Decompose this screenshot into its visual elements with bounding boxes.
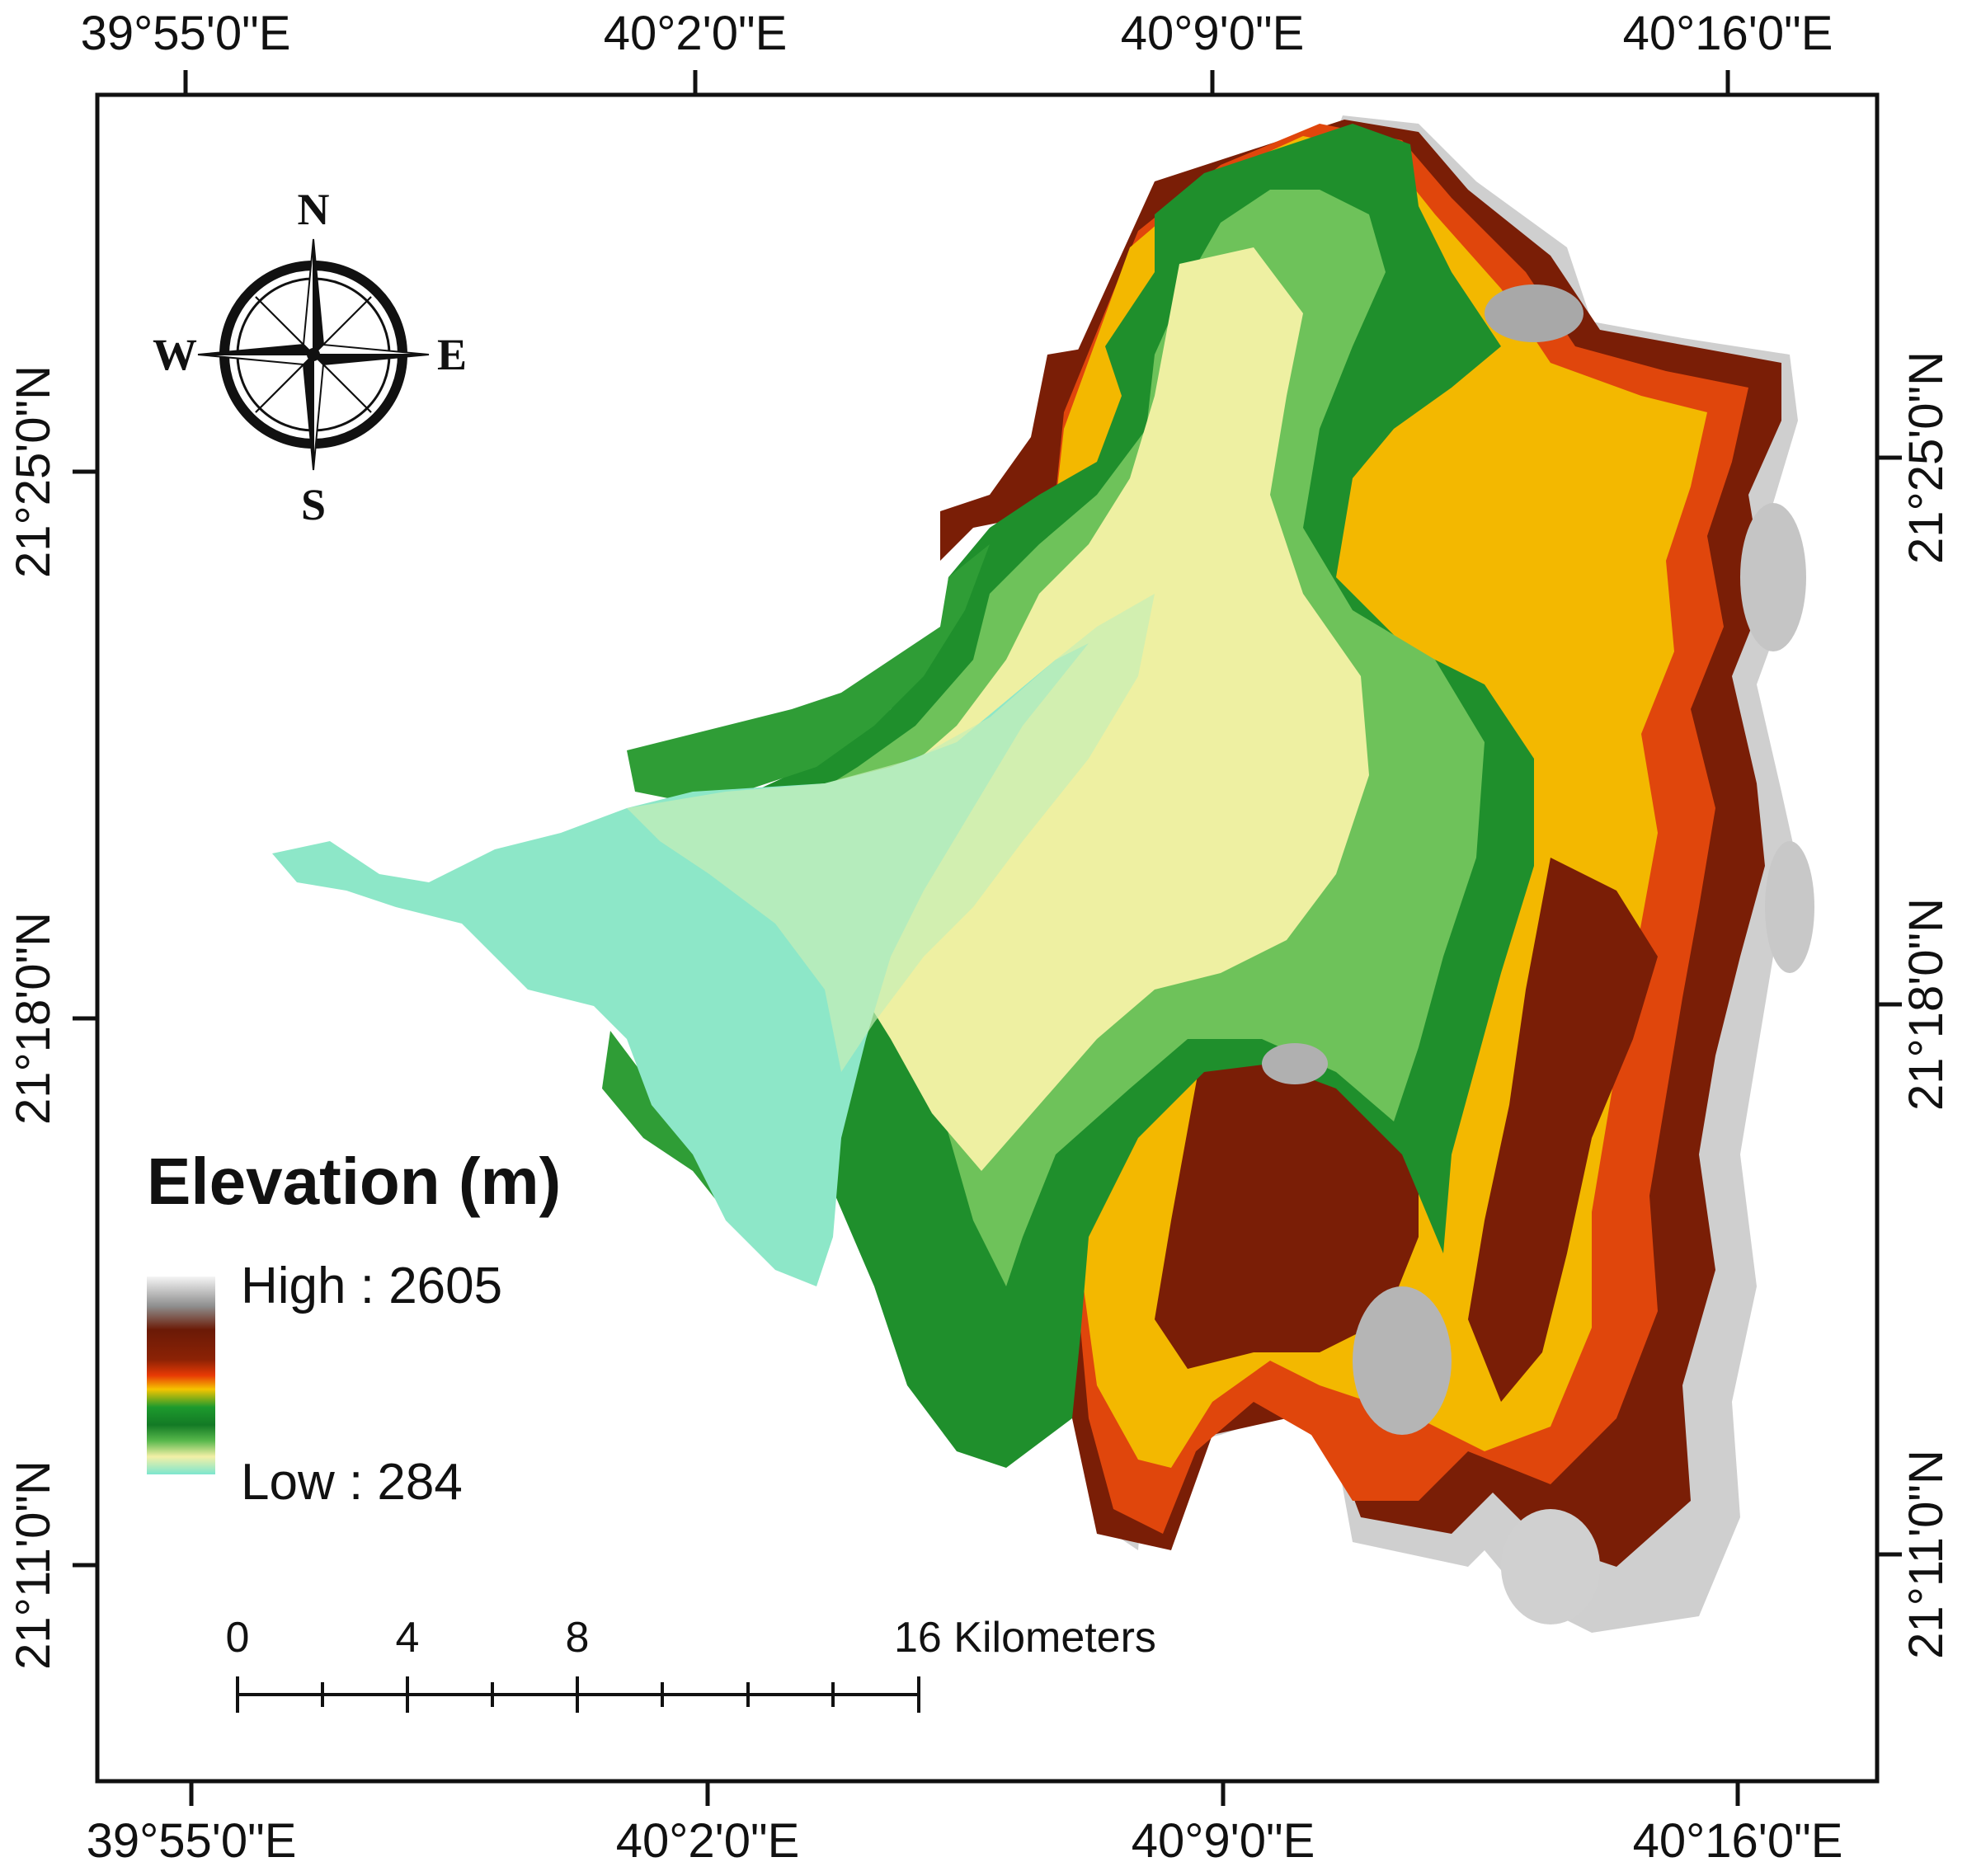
lat-label-right: 21°11'0"N xyxy=(1899,1450,1953,1659)
lon-label-top: 39°55'0"E xyxy=(81,7,291,60)
lon-label-top: 40°9'0"E xyxy=(1121,7,1305,60)
compass-n-label: N xyxy=(298,185,330,234)
legend-low-label: Low : 284 xyxy=(241,1454,463,1511)
scale-label: 8 xyxy=(566,1614,590,1662)
lat-label-right: 21°25'0"N xyxy=(1899,351,1953,564)
relief-green-west xyxy=(627,544,990,800)
lon-label-bottom: 40°9'0"E xyxy=(1132,1814,1315,1868)
legend-high-label: High : 2605 xyxy=(241,1258,502,1314)
compass-rose-icon: N S E W xyxy=(153,185,467,529)
compass-e-label: E xyxy=(437,330,467,379)
compass-s-label: S xyxy=(301,480,326,529)
scale-label: 0 xyxy=(226,1614,250,1662)
lat-label-left: 21°11'0"N xyxy=(7,1460,60,1670)
elevation-raster xyxy=(272,115,1798,1633)
peak-highlights xyxy=(1262,284,1814,1624)
legend: Elevation (m) High : 2605 Low : 284 xyxy=(147,1145,561,1511)
lon-label-bottom: 40°16'0"E xyxy=(1633,1814,1843,1868)
lat-label-left: 21°18'0"N xyxy=(7,912,60,1125)
scale-bar: 0 4 8 16 Kilometers xyxy=(226,1614,1156,1713)
graticule-ticks xyxy=(73,70,1902,1806)
lon-label-top: 40°2'0"E xyxy=(604,7,788,60)
lat-label-left: 21°25'0"N xyxy=(7,365,60,578)
legend-title: Elevation (m) xyxy=(147,1145,561,1218)
compass-w-label: W xyxy=(153,330,197,379)
relief-lowland-blend xyxy=(627,594,1155,1072)
relief-brown-core-east xyxy=(1468,858,1658,1402)
lat-label-right: 21°18'0"N xyxy=(1899,898,1953,1111)
scale-label: 16 Kilometers xyxy=(894,1614,1156,1662)
lon-label-bottom: 39°55'0"E xyxy=(87,1814,297,1868)
lon-label-bottom: 40°2'0"E xyxy=(616,1814,800,1868)
relief-brown-core-south xyxy=(1155,1023,1419,1369)
scale-label: 4 xyxy=(396,1614,420,1662)
legend-color-ramp xyxy=(147,1277,215,1474)
lon-label-top: 40°16'0"E xyxy=(1623,7,1833,60)
